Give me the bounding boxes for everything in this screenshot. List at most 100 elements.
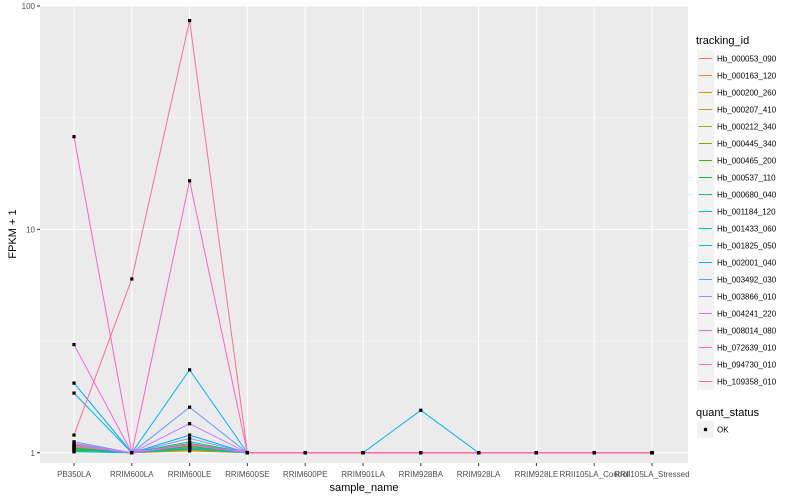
legend-title-quant-status: quant_status xyxy=(696,407,759,419)
x-tick-label: PB350LA xyxy=(57,470,91,479)
data-point xyxy=(592,451,596,455)
legend-label: Hb_002001_040 xyxy=(717,259,777,268)
legend-item-Hb_000200_260: Hb_000200_260 xyxy=(697,84,777,101)
x-tick-label: RRIM600PE xyxy=(283,470,327,479)
data-point xyxy=(188,442,192,447)
legend-item-Hb_000680_040: Hb_000680_040 xyxy=(697,186,777,203)
legend-item-Hb_000163_120: Hb_000163_120 xyxy=(697,67,777,84)
legend-item-Hb_000207_410: Hb_000207_410 xyxy=(697,101,777,118)
data-point xyxy=(72,433,76,437)
plot-panel xyxy=(40,6,688,463)
legend-item-Hb_000445_340: Hb_000445_340 xyxy=(697,135,777,152)
data-point xyxy=(188,440,192,444)
legend-label: Hb_003492_030 xyxy=(717,276,777,285)
data-point xyxy=(188,368,192,372)
legend-color-items: Hb_000053_090 Hb_000163_120 Hb_000200_260 H… xyxy=(697,50,777,390)
legend-label: Hb_000212_340 xyxy=(717,123,777,132)
legend-label: Hb_003866_010 xyxy=(717,293,777,302)
legend-item-Hb_000212_340: Hb_000212_340 xyxy=(697,118,777,135)
x-tick-label: RRIM928BA xyxy=(399,470,444,479)
data-point xyxy=(72,444,76,448)
data-point xyxy=(72,447,76,451)
legend-item-Hb_003492_030: Hb_003492_030 xyxy=(697,271,777,288)
data-point xyxy=(650,451,654,455)
x-tick-label: RRIM600LA xyxy=(110,470,154,479)
x-axis: PB350LA RRIM600LA RRIM600LE RRIM600SE RRIM60… xyxy=(57,463,690,479)
data-point xyxy=(72,342,76,347)
legend-item-Hb_008014_080: Hb_008014_080 xyxy=(697,322,777,339)
legend-label: Hb_109358_010 xyxy=(717,378,777,387)
legend-item-Hb_001433_060: Hb_001433_060 xyxy=(697,220,777,237)
legend-shape-item-OK: OK xyxy=(697,421,729,438)
data-point xyxy=(188,433,192,437)
data-point xyxy=(477,451,481,455)
legend-item-Hb_094730_010: Hb_094730_010 xyxy=(697,356,777,373)
legend-label: Hb_000680_040 xyxy=(717,191,777,200)
legend-item-Hb_004241_220: Hb_004241_220 xyxy=(697,305,777,322)
legend: tracking_id Hb_000053_090Hb_000163_120Hb… xyxy=(696,35,777,438)
legend-title-tracking-id: tracking_id xyxy=(696,35,749,47)
data-point xyxy=(303,451,307,455)
data-point xyxy=(188,436,192,440)
x-tick-label: RRIM600LE xyxy=(168,470,212,479)
legend-label: Hb_001184_120 xyxy=(717,208,776,217)
data-point xyxy=(188,422,192,426)
legend-item-Hb_002001_040: Hb_002001_040 xyxy=(697,254,777,271)
y-axis: 1 10 100 xyxy=(22,2,40,458)
legend-key-point xyxy=(703,427,708,432)
x-tick-label: RRIM928LE xyxy=(515,470,559,479)
y-axis-title: FPKM + 1 xyxy=(7,209,19,258)
data-point xyxy=(188,446,192,450)
legend-label: Hb_094730_010 xyxy=(717,361,777,370)
legend-item-Hb_003866_010: Hb_003866_010 xyxy=(697,288,777,305)
x-tick-label: RRIM928LA xyxy=(457,470,501,479)
legend-label: Hb_072639_010 xyxy=(717,344,777,353)
data-point xyxy=(130,277,134,281)
grid-lines xyxy=(40,5,688,463)
legend-item-Hb_001825_050: Hb_001825_050 xyxy=(697,237,777,254)
x-tick-label: RRIM600SE xyxy=(225,470,269,479)
data-point xyxy=(188,179,192,183)
data-point xyxy=(72,135,76,139)
data-point xyxy=(72,441,76,446)
data-point xyxy=(419,408,423,412)
data-point xyxy=(188,405,192,409)
legend-label: Hb_000465_200 xyxy=(717,157,777,166)
data-point xyxy=(188,19,192,23)
legend-item-Hb_109358_010: Hb_109358_010 xyxy=(697,373,777,390)
data-point xyxy=(361,451,365,455)
x-axis-title: sample_name xyxy=(329,482,398,494)
legend-label: Hb_000537_110 xyxy=(717,174,776,183)
data-point xyxy=(72,381,76,385)
legend-item-Hb_000053_090: Hb_000053_090 xyxy=(697,50,777,67)
legend-item-Hb_072639_010: Hb_072639_010 xyxy=(697,339,777,356)
legend-shape-items: OK xyxy=(697,421,729,438)
legend-item-Hb_000465_200: Hb_000465_200 xyxy=(697,152,777,169)
x-tick-label: RRIM901LA xyxy=(341,470,385,479)
data-point xyxy=(72,391,76,395)
legend-label: Hb_000445_340 xyxy=(717,140,777,149)
data-point xyxy=(534,451,538,455)
series-points xyxy=(72,19,654,455)
y-tick-label: 100 xyxy=(22,2,36,11)
legend-label: Hb_000200_260 xyxy=(717,89,777,98)
data-point xyxy=(188,449,192,453)
data-point xyxy=(72,450,76,454)
data-point xyxy=(130,451,134,455)
legend-label: Hb_001433_060 xyxy=(717,225,777,234)
legend-label: Hb_000053_090 xyxy=(717,55,777,64)
legend-label: Hb_001825_050 xyxy=(717,242,777,251)
legend-label: Hb_000207_410 xyxy=(717,106,777,115)
y-tick-label: 10 xyxy=(26,225,35,234)
legend-label: Hb_004241_220 xyxy=(717,310,777,319)
data-point xyxy=(72,440,76,444)
data-point xyxy=(419,451,423,455)
legend-label: Hb_000163_120 xyxy=(717,72,777,81)
x-tick-label: RRII105LA_Stressed xyxy=(614,470,689,479)
y-tick-label: 1 xyxy=(31,449,36,458)
legend-item-Hb_000537_110: Hb_000537_110 xyxy=(697,169,776,186)
legend-label: OK xyxy=(717,426,729,435)
x-tick-label: RRII105LA_Control xyxy=(560,470,630,479)
data-point xyxy=(245,451,249,455)
